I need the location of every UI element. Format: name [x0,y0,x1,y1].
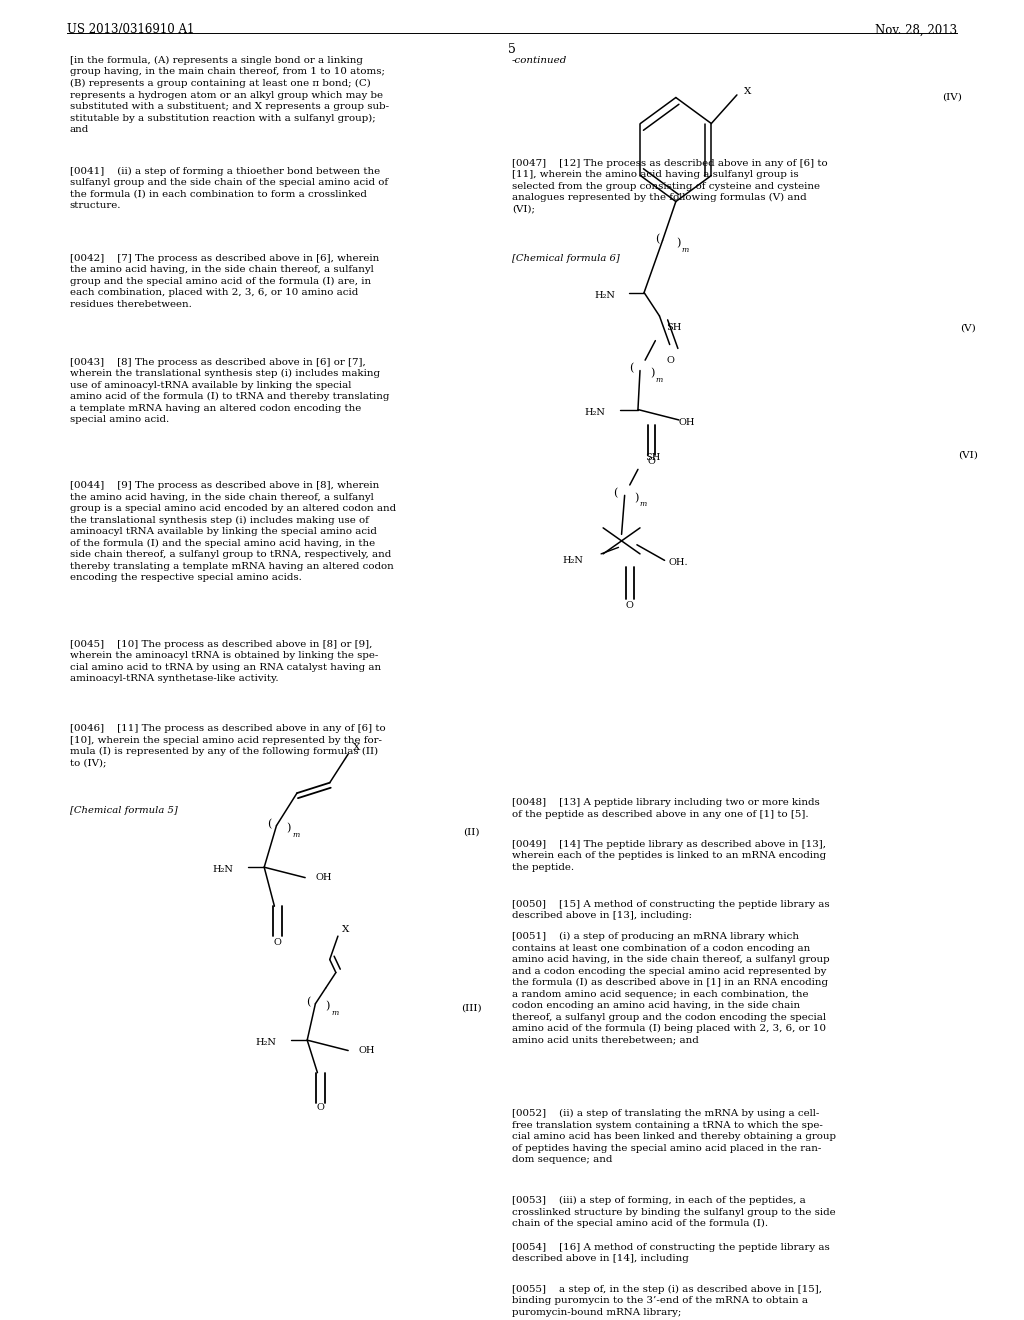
Text: O: O [626,602,634,610]
Text: [0054]    [16] A method of constructing the peptide library as
described above i: [0054] [16] A method of constructing the… [512,1243,829,1263]
Text: US 2013/0316910 A1: US 2013/0316910 A1 [67,24,194,37]
Text: OH: OH [315,873,332,882]
Text: m: m [292,830,300,838]
Text: [Chemical formula 6]: [Chemical formula 6] [512,253,620,263]
Text: ): ) [326,1001,330,1011]
Text: (VI): (VI) [957,450,978,459]
Text: m: m [655,376,664,384]
Text: (: ( [630,363,634,374]
Text: [in the formula, (A) represents a single bond or a linking
group having, in the : [in the formula, (A) represents a single… [70,55,389,135]
Text: SH: SH [645,453,662,462]
Text: [0045]    [10] The process as described above in [8] or [9],
wherein the aminoac: [0045] [10] The process as described abo… [70,640,381,682]
Text: [0041]    (ii) a step of forming a thioether bond between the
sulfanyl group and: [0041] (ii) a step of forming a thioethe… [70,166,388,210]
Text: [0053]    (iii) a step of forming, in each of the peptides, a
crosslinked struct: [0053] (iii) a step of forming, in each … [512,1196,836,1229]
Text: [0049]    [14] The peptide library as described above in [13],
wherein each of t: [0049] [14] The peptide library as descr… [512,840,826,871]
Text: OH: OH [679,418,695,428]
Text: (: ( [267,820,271,829]
Text: OH.: OH. [668,558,688,568]
Text: H₂N: H₂N [213,866,233,874]
Text: (: ( [613,487,617,498]
Text: [0044]    [9] The process as described above in [8], wherein
the amino acid havi: [0044] [9] The process as described abov… [70,480,395,582]
Text: ): ) [287,824,291,833]
Text: [0047]    [12] The process as described above in any of [6] to
[11], wherein the: [0047] [12] The process as described abo… [512,158,827,214]
Text: Nov. 28, 2013: Nov. 28, 2013 [876,24,957,37]
Text: O: O [647,457,655,466]
Text: [0051]    (i) a step of producing an mRNA library which
contains at least one co: [0051] (i) a step of producing an mRNA l… [512,932,829,1044]
Text: ): ) [676,238,680,248]
Text: ): ) [650,368,654,379]
Text: X: X [352,743,360,752]
Text: (: ( [655,234,659,244]
Text: [0042]    [7] The process as described above in [6], wherein
the amino acid havi: [0042] [7] The process as described abov… [70,253,379,309]
Text: (III): (III) [461,1003,481,1012]
Text: -continued: -continued [512,55,567,65]
Text: (V): (V) [959,323,976,333]
Text: O: O [273,939,282,948]
Text: m: m [331,1008,339,1016]
Text: X: X [743,87,751,95]
Text: H₂N: H₂N [585,408,605,417]
Text: [Chemical formula 5]: [Chemical formula 5] [70,807,177,816]
Text: [0048]    [13] A peptide library including two or more kinds
of the peptide as d: [0048] [13] A peptide library including … [512,799,820,818]
Text: [0055]    a step of, in the step (i) as described above in [15],
binding puromyc: [0055] a step of, in the step (i) as des… [512,1284,822,1316]
Text: (: ( [306,998,310,1007]
Text: [0043]    [8] The process as described above in [6] or [7],
wherein the translat: [0043] [8] The process as described abov… [70,358,389,424]
Text: m: m [639,500,647,508]
Text: O: O [316,1104,325,1113]
Text: 5: 5 [508,44,516,55]
Text: H₂N: H₂N [595,290,615,300]
Text: m: m [681,246,689,253]
Text: H₂N: H₂N [256,1039,276,1047]
Text: ): ) [634,492,638,503]
Text: (II): (II) [463,828,479,837]
Text: [0046]    [11] The process as described above in any of [6] to
[10], wherein the: [0046] [11] The process as described abo… [70,725,385,768]
Text: O: O [667,355,675,364]
Text: OH: OH [358,1045,375,1055]
Text: [0050]    [15] A method of constructing the peptide library as
described above i: [0050] [15] A method of constructing the… [512,900,829,920]
Text: X: X [342,925,350,935]
Text: [0052]    (ii) a step of translating the mRNA by using a cell-
free translation : [0052] (ii) a step of translating the mR… [512,1109,836,1164]
Text: SH: SH [666,323,682,333]
Text: H₂N: H₂N [562,556,583,565]
Text: (IV): (IV) [942,92,963,102]
